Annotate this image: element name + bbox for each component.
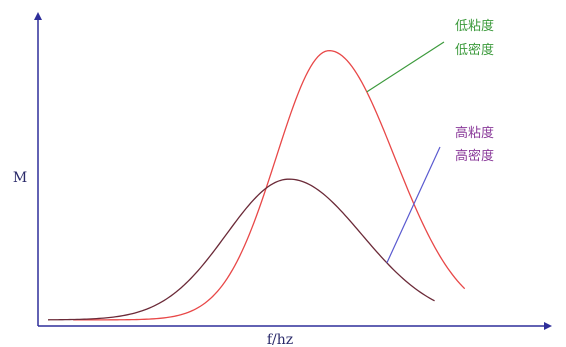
series-line-1 bbox=[73, 49, 466, 321]
series-2-label-line-1: 高粘度 bbox=[455, 125, 494, 141]
series-line-2 bbox=[48, 178, 435, 321]
series-1-label-line-1: 低粘度 bbox=[455, 18, 494, 34]
series-layer bbox=[48, 49, 466, 321]
leader-line-2 bbox=[386, 146, 441, 264]
series-2-label-line-2: 高密度 bbox=[455, 148, 494, 164]
y-axis-title: M bbox=[13, 170, 27, 186]
x-axis-title: f/hz bbox=[267, 332, 293, 347]
leader-line-1 bbox=[366, 41, 445, 93]
series-1-label-line-2: 低密度 bbox=[455, 42, 494, 58]
